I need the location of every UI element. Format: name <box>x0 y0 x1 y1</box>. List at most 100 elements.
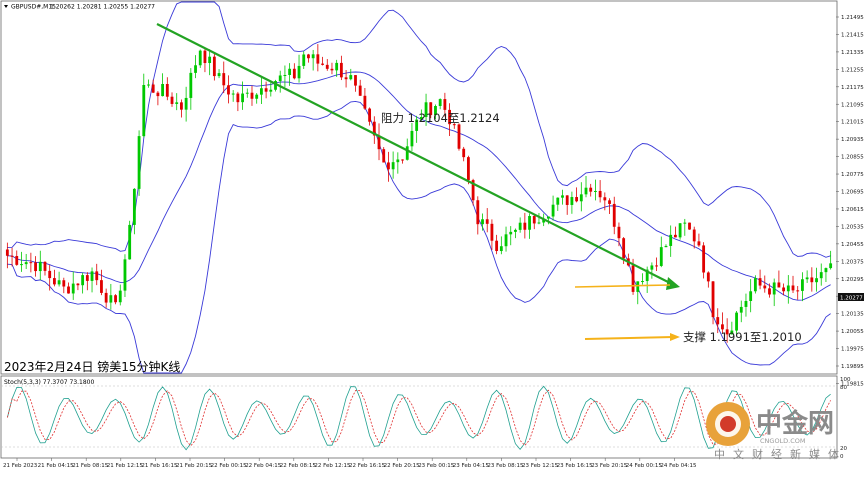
candlesticks <box>5 44 833 343</box>
candle-body <box>325 64 329 69</box>
chart-caption: 2023年2月24日 镑美15分钟K线 <box>4 359 180 374</box>
y-tick-label: 1.20535 <box>841 224 864 230</box>
candle-body <box>659 247 663 266</box>
candle-body <box>448 109 451 125</box>
candle-body <box>128 224 132 260</box>
candle-body <box>180 102 183 110</box>
candle-body <box>38 261 42 272</box>
candle-body <box>532 216 536 224</box>
candle-body <box>725 329 729 335</box>
candle-body <box>466 157 470 181</box>
candle-body <box>523 222 527 230</box>
y-tick-label: 1.21415 <box>841 32 864 38</box>
current-price-box <box>838 293 864 301</box>
candle-body <box>504 234 508 247</box>
y-tick-label: 1.20055 <box>841 329 864 335</box>
candle-body <box>786 285 790 292</box>
candle-body <box>499 246 503 252</box>
candle-body <box>810 277 814 283</box>
candle-body <box>819 272 823 279</box>
candle-body <box>546 216 550 219</box>
candle-body <box>706 272 710 282</box>
candle-body <box>419 117 423 120</box>
bollinger-middle <box>7 71 831 301</box>
support-line <box>584 336 674 340</box>
candle-body <box>415 119 419 131</box>
candle-body <box>678 223 682 238</box>
candle-body <box>551 204 555 217</box>
candle-body <box>222 73 226 86</box>
x-tick-label: 21 Feb 16:15 <box>141 463 178 469</box>
candle-body <box>622 238 626 259</box>
candle-body <box>768 288 771 295</box>
candle-body <box>462 148 466 158</box>
y-tick-label: 1.19895 <box>841 364 864 370</box>
y-tick-label: 1.19815 <box>841 381 864 387</box>
candle-body <box>321 63 324 65</box>
candle-body <box>796 290 800 292</box>
x-tick-label: 21 Feb 2023 <box>3 463 38 469</box>
candle-body <box>636 281 640 292</box>
candle-body <box>481 219 484 225</box>
candle-body <box>10 255 14 257</box>
candle-body <box>330 68 334 71</box>
y-tick-label: 1.20615 <box>841 207 864 213</box>
candle-body <box>161 83 165 97</box>
candle-body <box>184 97 188 110</box>
symbol-dropdown-icon[interactable] <box>4 5 8 8</box>
x-tick-label: 23 Feb 20:15 <box>591 463 628 469</box>
candle-body <box>528 216 531 230</box>
candle-body <box>763 285 767 289</box>
candle-body <box>283 74 287 76</box>
y-tick-label: 1.21095 <box>841 102 864 108</box>
candle-body <box>288 68 292 75</box>
candle-body <box>208 56 212 64</box>
candle-body <box>452 124 456 126</box>
candle-body <box>335 62 339 71</box>
candle-body <box>52 278 56 285</box>
y-tick-label: 1.20295 <box>841 277 864 283</box>
candle-body <box>104 292 108 303</box>
y-tick-label: 1.21335 <box>841 50 864 56</box>
candle-body <box>772 282 776 295</box>
x-tick-label: 22 Feb 20:15 <box>384 463 421 469</box>
stochastic-lines <box>7 385 831 451</box>
y-tick-label: 1.20775 <box>841 172 864 178</box>
candle-body <box>631 265 635 292</box>
watermark-tagline: 中文财经新媒体 <box>714 447 847 461</box>
candle-body <box>556 197 560 205</box>
candle-body <box>339 62 343 78</box>
candle-body <box>410 130 414 147</box>
watermark: 中金网 CNGOLD.COM 中文财经新媒体 <box>706 402 847 461</box>
candle-body <box>43 261 47 271</box>
x-tick-label: 23 Feb 12:15 <box>522 463 559 469</box>
x-tick-label: 24 Feb 00:15 <box>626 463 663 469</box>
candle-body <box>132 188 136 225</box>
ohlc-label: 1.20262 1.20281 1.20255 1.20277 <box>50 4 155 11</box>
candle-body <box>457 124 461 149</box>
y-tick-label: 1.20375 <box>841 259 864 265</box>
candle-body <box>297 65 301 79</box>
candle-body <box>20 264 23 266</box>
candle-body <box>396 159 400 163</box>
y-tick-label: 1.21495 <box>841 15 864 21</box>
current-price-label: 1.20277 <box>840 296 863 302</box>
candle-body <box>782 287 786 292</box>
candle-body <box>95 271 99 281</box>
candle-body <box>673 234 677 238</box>
stoch-label: Stoch(5,3,3) 77.3707 73.1800 <box>4 379 95 386</box>
candle-body <box>81 275 85 286</box>
watermark-brand: 中金网 <box>756 408 834 439</box>
candle-body <box>292 68 296 79</box>
y-tick-label: 1.19975 <box>841 347 864 353</box>
y-tick-label: 1.20855 <box>841 155 864 161</box>
candle-body <box>753 278 757 292</box>
trendline-arrowhead <box>666 277 680 290</box>
x-tick-label: 23 Feb 08:15 <box>487 463 524 469</box>
watermark-domain: CNGOLD.COM <box>760 437 806 445</box>
bollinger-lower <box>7 100 831 374</box>
candle-body <box>264 88 268 92</box>
candle-body <box>24 262 28 265</box>
x-tick-label: 23 Feb 00:15 <box>418 463 455 469</box>
candle-body <box>598 190 602 198</box>
